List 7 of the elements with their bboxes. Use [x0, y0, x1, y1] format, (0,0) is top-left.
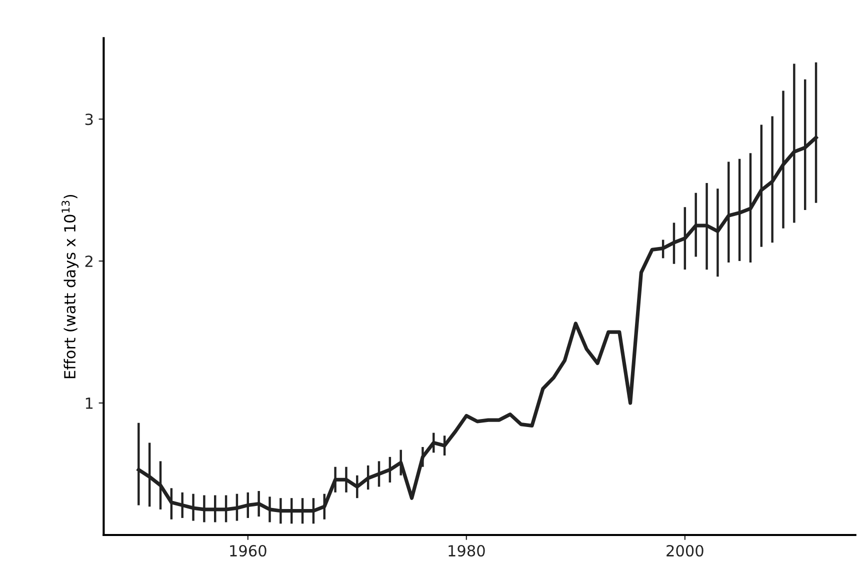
- y-axis-title: Effort (watt days x 10$^{13}$): [62, 194, 79, 378]
- y-tick-label: 3: [85, 114, 93, 126]
- x-tick-label: 1980: [448, 544, 485, 557]
- y-tick-label: 2: [85, 256, 92, 267]
- y-tick-label: 1: [86, 398, 93, 409]
- x-tick-label: 2000: [666, 544, 704, 557]
- x-tick-label: 1960: [230, 544, 266, 557]
